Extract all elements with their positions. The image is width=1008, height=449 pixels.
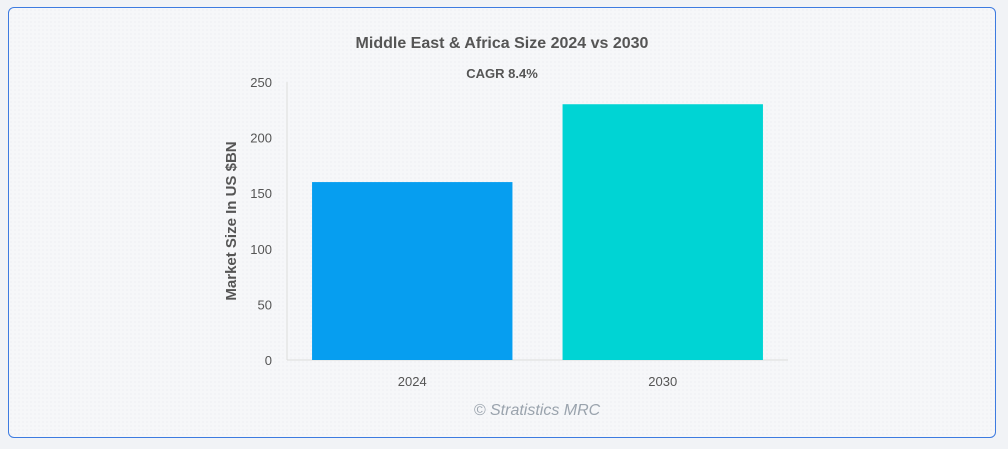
y-tick-label: 50 [258, 297, 272, 312]
bar-2030[interactable] [562, 104, 763, 361]
y-tick-label: 100 [250, 242, 272, 257]
chart-title: Middle East & Africa Size 2024 vs 2030 [356, 35, 649, 52]
x-tick-label: 2024 [398, 374, 427, 389]
y-tick-label: 0 [265, 353, 272, 368]
y-ticks: 0 50 100 150 200 250 [250, 75, 272, 368]
bars [312, 104, 763, 361]
credit-watermark: © Stratistics MRC [474, 402, 601, 419]
x-tick-label: 2030 [648, 374, 677, 389]
x-ticks: 2024 2030 [398, 374, 677, 389]
y-tick-label: 200 [250, 131, 272, 146]
y-tick-label: 150 [250, 186, 272, 201]
y-tick-label: 250 [250, 75, 272, 90]
bar-2024[interactable] [312, 182, 513, 360]
y-axis-label: Market Size In US $BN [223, 141, 240, 300]
chart-subtitle: CAGR 8.4% [466, 66, 538, 81]
